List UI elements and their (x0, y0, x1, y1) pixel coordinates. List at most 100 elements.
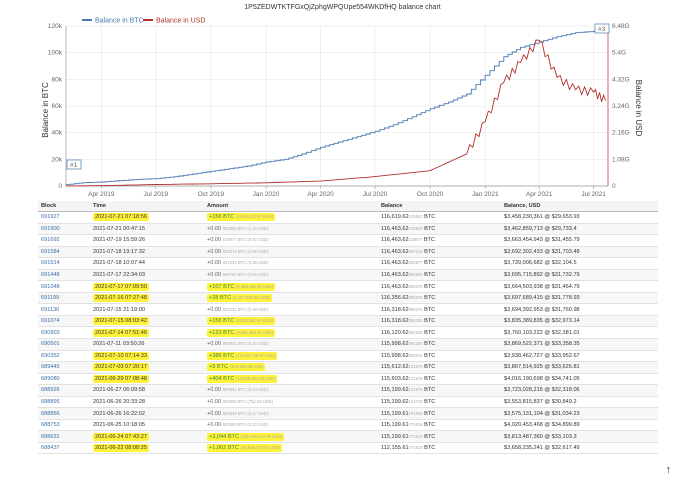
table-row[interactable]: 691448 2021-07-17 22:34:03 +0.00 000750 BT… (38, 269, 658, 282)
balance-detail: 095375 (408, 295, 423, 301)
table-row[interactable]: 691692 2021-07-19 15:59:26 +0.00 018877 BT… (38, 234, 658, 247)
table-row[interactable]: 691927 2021-07-21 07:18:56 +156 BTC (4,624… (38, 211, 658, 224)
amount-cell: +0.00 018877 BTC (5.92 USD) (204, 234, 378, 247)
table-row[interactable]: 691584 2021-07-18 19:17:32 +0.00 000274 BT… (38, 246, 658, 259)
table-row[interactable]: 688895 2021-06-26 20:33:28 +0.00 022800 BT… (38, 396, 658, 409)
table-row[interactable]: 691130 2021-07-15 21:19:00 +0.00 001221 BT… (38, 303, 658, 316)
block-link[interactable]: 690903 (38, 326, 90, 339)
block-link[interactable]: 691927 (38, 211, 90, 224)
col-time-header[interactable]: Time (90, 201, 204, 212)
block-link-label[interactable]: 688753 (41, 422, 60, 429)
table-row[interactable]: 688866 2021-06-26 16:22:02 +0.00 000548 BT… (38, 407, 658, 420)
balance-usd-cell: $3,835,389,835 @ $32,973.14 (501, 315, 658, 328)
block-link[interactable]: 691900 (38, 223, 90, 236)
chart-legend[interactable]: Balance in BTC Balance in USD (82, 18, 205, 25)
block-link[interactable]: 688926 (38, 384, 90, 397)
block-link-label[interactable]: 691130 (41, 306, 60, 313)
block-link-label[interactable]: 690903 (41, 329, 60, 336)
balance-detail: 094155 (408, 318, 423, 324)
block-link-label[interactable]: 688631 (41, 433, 60, 440)
table-row[interactable]: 690903 2021-07-14 07:51:46 +122 BTC (3,960… (38, 326, 658, 339)
block-link[interactable]: 689080 (38, 373, 90, 386)
block-link[interactable]: 688866 (38, 407, 90, 420)
block-link-label[interactable]: 688895 (41, 399, 60, 406)
block-link-label[interactable]: 691448 (41, 272, 60, 278)
block-link-label[interactable]: 691692 (41, 237, 60, 244)
col-block-header[interactable]: Block (38, 201, 90, 212)
balance-unit: BTC (424, 295, 436, 302)
block-link-label[interactable]: 691348 (41, 283, 60, 290)
block-link-label[interactable]: 691199 (41, 295, 60, 302)
range-start-marker[interactable]: #1 (66, 159, 82, 170)
balance-cell: 116,318.62094155 BTC (378, 315, 501, 328)
table-row[interactable]: 691900 2021-07-21 00:47:15 +0.00 003868 BT… (38, 223, 658, 236)
block-link-label[interactable]: 691900 (41, 225, 60, 232)
amount-value: +3,044 BTC (209, 433, 240, 440)
balance-detail: 131675 (408, 387, 423, 393)
amount-cell: +0.00 000750 BTC (0.02 USD) (204, 269, 378, 282)
block-link[interactable]: 691130 (38, 303, 90, 316)
block-link-label[interactable]: 689080 (41, 375, 60, 382)
amount-highlight: +156 BTC (4,928,881.60 USD) (207, 317, 276, 326)
range-end-label: #3 (598, 26, 606, 33)
balance-usd-value: $3,813,487,360 @ $33,103.3 (504, 433, 577, 440)
table-row[interactable]: 688753 2021-06-25 10:18:05 +0.00 001060 BT… (38, 419, 658, 432)
range-end-marker[interactable]: #3 (594, 23, 610, 34)
table-row[interactable]: 688631 2021-06-24 07:43:27 +3,044 BTC (102… (38, 430, 658, 443)
time-cell: 2021-07-17 22:34:03 (90, 269, 204, 282)
block-link[interactable]: 690501 (38, 338, 90, 351)
balance-chart[interactable]: 120k 100k 80k 60k 40k 20k 0 6.48G 5.4G 4.32G 3.24… (0, 0, 685, 200)
amount-detail: 000274 BTC (0.09 USD) (222, 248, 269, 254)
right-axis-label: Balance in USD (634, 80, 643, 137)
table-row[interactable]: 689080 2021-06-29 07:08:48 +404 BTC (14,03… (38, 373, 658, 386)
table-row[interactable]: 688926 2021-06-27 06:09:58 +0.00 000941 BT… (38, 384, 658, 397)
block-link[interactable]: 691074 (38, 315, 90, 328)
block-link-label[interactable]: 691074 (41, 318, 60, 325)
scroll-to-top-icon[interactable]: ↑ (665, 464, 672, 476)
table-row[interactable]: 689445 2021-07-03 07:20:17 +9 BTC (302,459… (38, 361, 658, 374)
block-link[interactable]: 691692 (38, 234, 90, 247)
block-link[interactable]: 688753 (38, 419, 90, 432)
block-link[interactable]: 691199 (38, 292, 90, 305)
amount-cell: +0.00 000641 BTC (0.22 USD) (204, 338, 378, 351)
block-link-label[interactable]: 689445 (41, 364, 60, 371)
block-link-label[interactable]: 688926 (41, 387, 60, 394)
table-row[interactable]: 691348 2021-07-17 07:09:50 +107 BTC (3,366… (38, 280, 658, 293)
table-row[interactable]: 691514 2021-07-18 10:07:44 +0.00 001222 BT… (38, 257, 658, 270)
table-row[interactable]: 690352 2021-07-10 07:14:33 +386 BTC (13,10… (38, 350, 658, 363)
block-link[interactable]: 691514 (38, 257, 90, 270)
block-link-label[interactable]: 691927 (41, 214, 60, 221)
amount-value: +38 BTC (209, 295, 232, 302)
amount-cell: +0.00 001060 BTC (0.33 USD) (204, 419, 378, 432)
block-link[interactable]: 688631 (38, 430, 90, 443)
balance-detail: 125843 (408, 214, 423, 220)
block-link-label[interactable]: 691514 (41, 260, 60, 267)
balance-value: 115,199.61 (381, 422, 409, 429)
table-row[interactable]: 688437 2021-06-22 08:08:25 +1,062 BTC (34,… (38, 442, 658, 455)
block-link[interactable]: 691448 (38, 269, 90, 282)
table-row[interactable]: 691074 2021-07-15 08:03:42 +156 BTC (4,928… (38, 315, 658, 328)
table-header-row: Block Time Amount Balance Balance, USD (38, 201, 658, 212)
table-row[interactable]: 690501 2021-07-11 03:50:26 +0.00 000641 BT… (38, 338, 658, 351)
balance-usd-value: $3,723,028,215 @ $32,318.06 (504, 387, 580, 394)
block-link[interactable]: 688895 (38, 396, 90, 409)
table-row[interactable]: 691199 2021-07-16 07:27:48 +38 BTC (1,187,… (38, 292, 658, 305)
block-link-label[interactable]: 690352 (41, 352, 60, 359)
block-link-label[interactable]: 691584 (41, 248, 60, 255)
block-link[interactable]: 691584 (38, 246, 90, 259)
col-balance-header[interactable]: Balance (378, 201, 501, 212)
block-link-label[interactable]: 690501 (41, 341, 60, 348)
block-link[interactable]: 690352 (38, 350, 90, 363)
legend-usd-label[interactable]: Balance in USD (156, 18, 205, 25)
block-link-label[interactable]: 688866 (41, 410, 60, 417)
block-link[interactable]: 691348 (38, 280, 90, 293)
col-balance-usd-header[interactable]: Balance, USD (501, 201, 658, 212)
legend-btc-label[interactable]: Balance in BTC (95, 18, 144, 25)
col-amount-header[interactable]: Amount (204, 201, 378, 212)
balance-value: 116,619.62 (381, 214, 409, 221)
block-link-label[interactable]: 688437 (41, 445, 60, 452)
block-link[interactable]: 689445 (38, 361, 90, 374)
balance-usd-value: $3,658,235,241 @ $32,617.49 (504, 445, 580, 452)
block-link[interactable]: 688437 (38, 442, 90, 455)
time-value: 2021-07-11 03:50:26 (93, 341, 145, 348)
